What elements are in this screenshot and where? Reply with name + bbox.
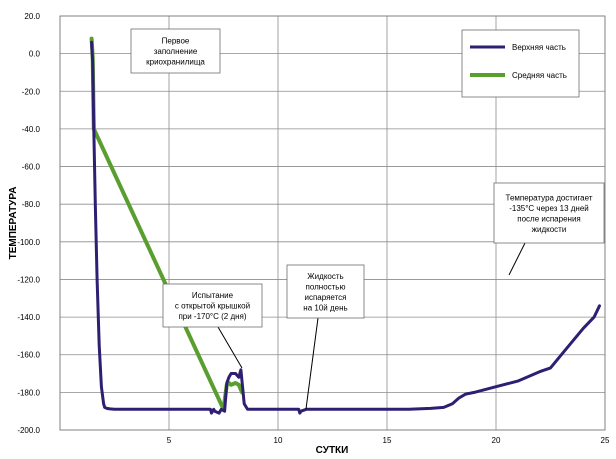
- y-axis-title: ТЕМПЕРАТУРА: [8, 187, 19, 260]
- y-tick-label: -200.0: [17, 426, 40, 435]
- y-tick-label: 20.0: [24, 12, 40, 21]
- series-layer: [89, 36, 601, 415]
- annotation-text-line: Жидкость: [307, 272, 343, 281]
- y-tick-label: -100.0: [17, 238, 40, 247]
- y-tick-label: -80.0: [22, 200, 41, 209]
- y-tick-label: 0.0: [29, 50, 41, 59]
- annotation-text-line: испаряется: [304, 293, 346, 302]
- legend-box: [461, 29, 580, 98]
- annotation-text-line: криохранилища: [146, 58, 205, 67]
- x-tick-label: 10: [274, 436, 283, 445]
- legend: Верхняя часть Средняя часть: [461, 29, 580, 98]
- legend-entry-label: Верхняя часть: [512, 43, 566, 52]
- x-tick-label: 5: [167, 436, 172, 445]
- annotation-text-line: после испарения: [517, 214, 581, 223]
- grid-lines: [60, 15, 606, 431]
- y-tick-labels: 20.0 0.0 -20.0 -40.0 -60.0 -80.0 -100.0 -120.0 -…: [17, 12, 40, 435]
- annotation-box: [162, 283, 263, 328]
- annotation-text-line: -135°С через 13 дней: [509, 204, 589, 213]
- x-axis-title: СУТКИ: [316, 445, 349, 456]
- y-tick-label: -180.0: [17, 388, 40, 397]
- annotation-4: Температура достигает -135°С через 13 дне…: [493, 182, 605, 276]
- legend-entry-label: Средняя часть: [512, 71, 567, 80]
- y-tick-label: -60.0: [22, 163, 41, 172]
- annotation-leader-line: [217, 326, 243, 369]
- annotation-box: [130, 28, 221, 74]
- annotation-text-line: при -170°С (2 дня): [178, 312, 246, 321]
- x-tick-label: 25: [601, 436, 610, 445]
- annotation-text-line: Температура достигает: [506, 193, 593, 202]
- annotation-leader-line: [508, 242, 526, 276]
- annotation-text-line: Первое: [162, 37, 190, 46]
- annotation-box: [493, 182, 605, 244]
- annotation-text-line: с открытой крышкой: [175, 302, 250, 311]
- y-tick-label: -160.0: [17, 351, 40, 360]
- annotation-leader-line: [305, 317, 319, 410]
- annotation-text-line: заполнение: [154, 47, 198, 56]
- x-tick-labels: 5 10 15 20 25: [167, 436, 610, 445]
- y-tick-label: -140.0: [17, 313, 40, 322]
- annotation-text-line: Испытание: [192, 291, 234, 300]
- annotation-text-line: на 10й день: [303, 303, 347, 312]
- annotation-text-line: полностью: [306, 282, 346, 291]
- y-tick-label: -20.0: [22, 87, 41, 96]
- x-tick-label: 20: [492, 436, 501, 445]
- plot-area-frame: [59, 15, 606, 431]
- y-tick-label: -40.0: [22, 125, 41, 134]
- annotation-box: [286, 264, 365, 319]
- annotation-text-line: жидкости: [532, 225, 567, 234]
- series-line-upper: [90, 40, 601, 415]
- x-tick-label: 15: [383, 436, 392, 445]
- y-tick-label: -120.0: [17, 275, 40, 284]
